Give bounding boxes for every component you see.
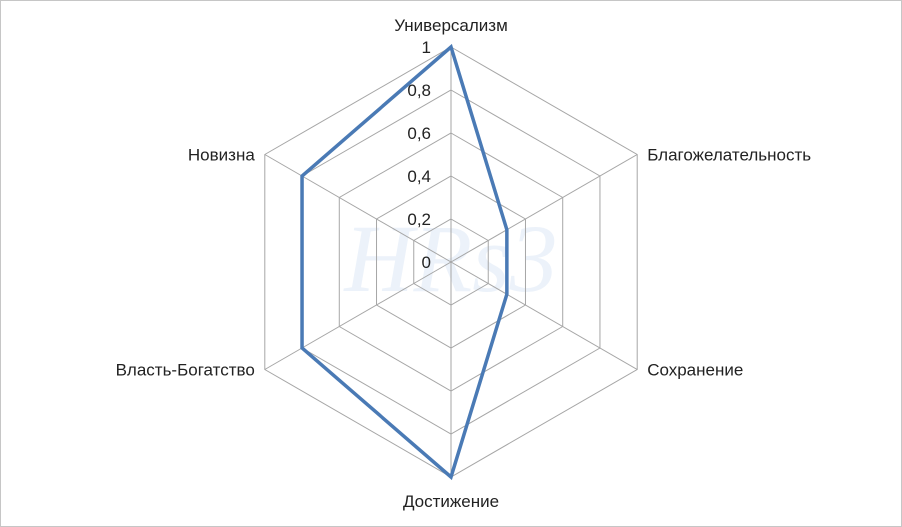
radar-axis-labels: Универсализм Благожелательность Сохранение… [116, 16, 812, 511]
tick-label: 0 [422, 253, 431, 272]
axis-label: Универсализм [394, 16, 508, 35]
grid-spoke [264, 154, 452, 263]
watermark: HRs3 [342, 205, 557, 312]
radar-series [300, 43, 509, 481]
grid-spoke [450, 154, 638, 263]
tick-label: 0,2 [407, 210, 431, 229]
axis-label: Сохранение [647, 361, 743, 380]
tick-label: 1 [422, 38, 431, 57]
axis-label: Власть-Богатство [116, 361, 255, 380]
axis-label: Благожелательность [647, 146, 811, 165]
axis-label: Достижение [403, 492, 499, 511]
tick-label: 0,4 [407, 167, 431, 186]
tick-label: 0,6 [407, 124, 431, 143]
axis-label: Новизна [188, 146, 255, 165]
radar-tick-labels: 0 0,2 0,4 0,6 0,8 1 [407, 38, 431, 272]
grid-spoke [450, 261, 638, 370]
tick-label: 0,8 [407, 81, 431, 100]
radar-spokes [264, 47, 638, 477]
grid-spoke [264, 261, 452, 370]
